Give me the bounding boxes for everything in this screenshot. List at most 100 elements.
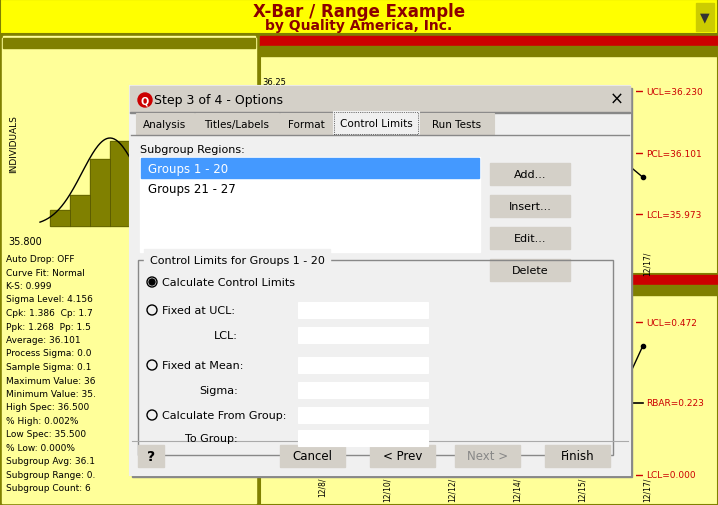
Bar — [490, 195, 570, 218]
Text: < Prev: < Prev — [383, 449, 422, 463]
Text: Average: 36.101: Average: 36.101 — [6, 335, 80, 344]
Circle shape — [149, 279, 155, 285]
Text: K-S: 0.999: K-S: 0.999 — [6, 281, 52, 290]
Text: 12/14/2003  36.096: 12/14/2003 36.096 — [313, 136, 383, 142]
Text: Control Limits: Control Limits — [340, 119, 412, 129]
Text: Sample Sigma: 0.1: Sample Sigma: 0.1 — [6, 362, 91, 371]
Bar — [260, 275, 718, 505]
Bar — [280, 445, 345, 467]
Text: RBAR=0.223: RBAR=0.223 — [646, 398, 704, 408]
Text: 12/8/: 12/8/ — [318, 251, 327, 271]
Bar — [298, 327, 428, 343]
Bar — [130, 87, 630, 113]
Text: UCL=36.230: UCL=36.230 — [646, 88, 703, 97]
Bar — [298, 358, 428, 373]
Text: GES: GES — [289, 145, 297, 163]
Text: Analysis: Analysis — [144, 120, 187, 130]
Bar — [490, 164, 570, 186]
Text: Cancel: Cancel — [292, 449, 332, 463]
Bar — [130, 173, 150, 227]
Text: Process Sigma: 0.0: Process Sigma: 0.0 — [6, 349, 91, 358]
Text: Subgroup Avg: 36.1: Subgroup Avg: 36.1 — [6, 457, 95, 466]
Text: Minimum Value: 35.: Minimum Value: 35. — [6, 389, 96, 398]
Text: ×: × — [610, 91, 624, 109]
Bar — [141, 159, 479, 179]
Bar — [260, 37, 718, 274]
Text: PCL=36.101: PCL=36.101 — [646, 149, 701, 158]
Bar — [110, 141, 130, 227]
Bar — [3, 37, 255, 251]
Text: 0.108: 0.108 — [313, 192, 333, 198]
Bar — [0, 0, 718, 35]
Text: 36.25: 36.25 — [262, 78, 286, 87]
Bar — [490, 260, 570, 281]
Text: 36.066: 36.066 — [313, 164, 337, 170]
Bar — [420, 114, 494, 136]
Bar — [260, 285, 718, 295]
Bar — [696, 4, 714, 32]
Bar — [110, 141, 130, 227]
Bar — [455, 445, 520, 467]
Text: Titles/Labels: Titles/Labels — [205, 120, 269, 130]
Text: High Spec: 36.500: High Spec: 36.500 — [6, 402, 89, 412]
Bar — [260, 47, 718, 57]
Text: Control Limits for Groups 1 - 20: Control Limits for Groups 1 - 20 — [150, 256, 325, 266]
Text: Ppk: 1.268  Pp: 1.5: Ppk: 1.268 Pp: 1.5 — [6, 322, 91, 331]
Text: ▼: ▼ — [700, 11, 710, 24]
Text: by Quality America, Inc.: by Quality America, Inc. — [266, 19, 452, 33]
Bar — [298, 407, 428, 423]
Text: Insert...: Insert... — [508, 201, 551, 212]
Text: Calculate Control Limits: Calculate Control Limits — [162, 277, 295, 287]
Bar — [70, 195, 90, 227]
Text: Groups 21 - 27: Groups 21 - 27 — [148, 183, 236, 196]
Text: Next >: Next > — [467, 449, 508, 463]
Bar — [130, 173, 150, 227]
Text: Format: Format — [288, 120, 325, 130]
Bar — [130, 87, 630, 475]
Bar — [50, 211, 70, 227]
Text: 12/10/: 12/10/ — [383, 477, 392, 501]
Text: Subgroup Count: 6: Subgroup Count: 6 — [6, 484, 90, 492]
Bar — [90, 159, 110, 227]
Text: INDIVIDUALS: INDIVIDUALS — [9, 115, 19, 173]
Circle shape — [138, 94, 152, 108]
Text: Fixed at UCL:: Fixed at UCL: — [162, 306, 235, 316]
Bar — [260, 275, 718, 285]
Text: Add...: Add... — [514, 170, 546, 180]
Text: % Low: 0.000%: % Low: 0.000% — [6, 443, 75, 452]
Text: 12/12/: 12/12/ — [448, 477, 457, 501]
Text: Sigma Level: 4.156: Sigma Level: 4.156 — [6, 295, 93, 304]
Text: LCL:: LCL: — [214, 330, 238, 340]
Bar — [260, 37, 718, 274]
Bar — [50, 211, 70, 227]
Text: 12/14/: 12/14/ — [513, 477, 522, 501]
Text: Cpk: 1.386  Cp: 1.7: Cpk: 1.386 Cp: 1.7 — [6, 309, 93, 317]
Bar — [90, 159, 110, 227]
Text: Q: Q — [141, 96, 149, 106]
Text: 35.973: 35.973 — [313, 212, 337, 218]
Bar — [150, 207, 170, 227]
Text: 36.174: 36.174 — [313, 155, 337, 161]
Bar — [333, 112, 419, 134]
Text: 36.118: 36.118 — [313, 145, 337, 151]
Text: 36.15: 36.15 — [262, 126, 286, 135]
Text: Step 3 of 4 - Options: Step 3 of 4 - Options — [154, 93, 283, 106]
Bar — [298, 302, 428, 318]
Text: Subgroup Regions:: Subgroup Regions: — [140, 145, 245, 155]
Text: 36.166: 36.166 — [313, 174, 337, 180]
Text: Edit...: Edit... — [514, 233, 546, 243]
Text: LCL=35.973: LCL=35.973 — [646, 210, 701, 219]
Bar — [2, 39, 256, 503]
Text: Calculate From Group:: Calculate From Group: — [162, 410, 286, 420]
Text: Low Spec: 35.500: Low Spec: 35.500 — [6, 430, 86, 439]
Text: 12/14/: 12/14/ — [513, 251, 522, 276]
Text: % High: 0.002%: % High: 0.002% — [6, 416, 78, 425]
Bar — [298, 382, 428, 398]
Text: 35.800: 35.800 — [8, 236, 42, 246]
Bar — [260, 275, 718, 505]
Bar — [138, 261, 613, 455]
Text: 12/12/: 12/12/ — [448, 251, 457, 276]
Text: Subgroup Range: 0.: Subgroup Range: 0. — [6, 470, 95, 479]
Text: Fixed at Mean:: Fixed at Mean: — [162, 360, 243, 370]
Text: 12/10/: 12/10/ — [383, 251, 392, 276]
